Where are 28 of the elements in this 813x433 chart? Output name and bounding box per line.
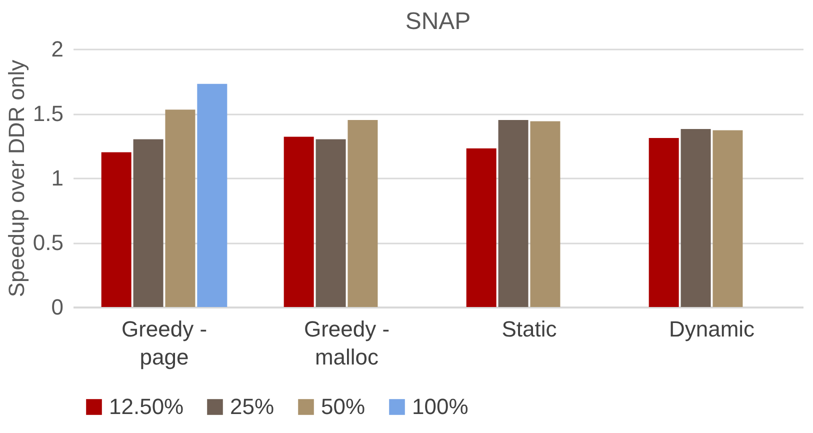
bar xyxy=(284,136,314,307)
chart-title: SNAP xyxy=(405,8,471,35)
legend-label: 50% xyxy=(321,394,366,419)
bar xyxy=(498,120,528,307)
bar xyxy=(348,120,378,307)
x-tick-label: Dynamic xyxy=(668,316,755,342)
y-tick-label: 2 xyxy=(51,36,64,62)
bar xyxy=(466,148,496,307)
legend-label: 100% xyxy=(412,394,468,419)
y-tick-label: 1.5 xyxy=(32,101,64,126)
bar xyxy=(316,139,346,307)
bar xyxy=(197,84,228,307)
bar xyxy=(133,139,164,307)
y-axis-title: Speedup over DDR only xyxy=(4,60,29,298)
bar xyxy=(101,152,132,307)
x-tick-label: Greedy - malloc xyxy=(304,316,390,370)
legend-label: 25% xyxy=(230,394,274,419)
y-tick-label: 0 xyxy=(51,294,64,320)
bar xyxy=(712,130,743,307)
bar xyxy=(530,121,560,307)
legend-label: 12.50% xyxy=(109,394,184,419)
bar xyxy=(165,110,196,307)
x-tick-label: Static xyxy=(502,316,557,342)
bar xyxy=(648,138,679,307)
y-tick-label: 1 xyxy=(51,166,64,190)
y-tick-label: 0.5 xyxy=(32,230,64,255)
x-tick-label: Greedy - page xyxy=(121,316,208,370)
bar xyxy=(680,128,711,307)
